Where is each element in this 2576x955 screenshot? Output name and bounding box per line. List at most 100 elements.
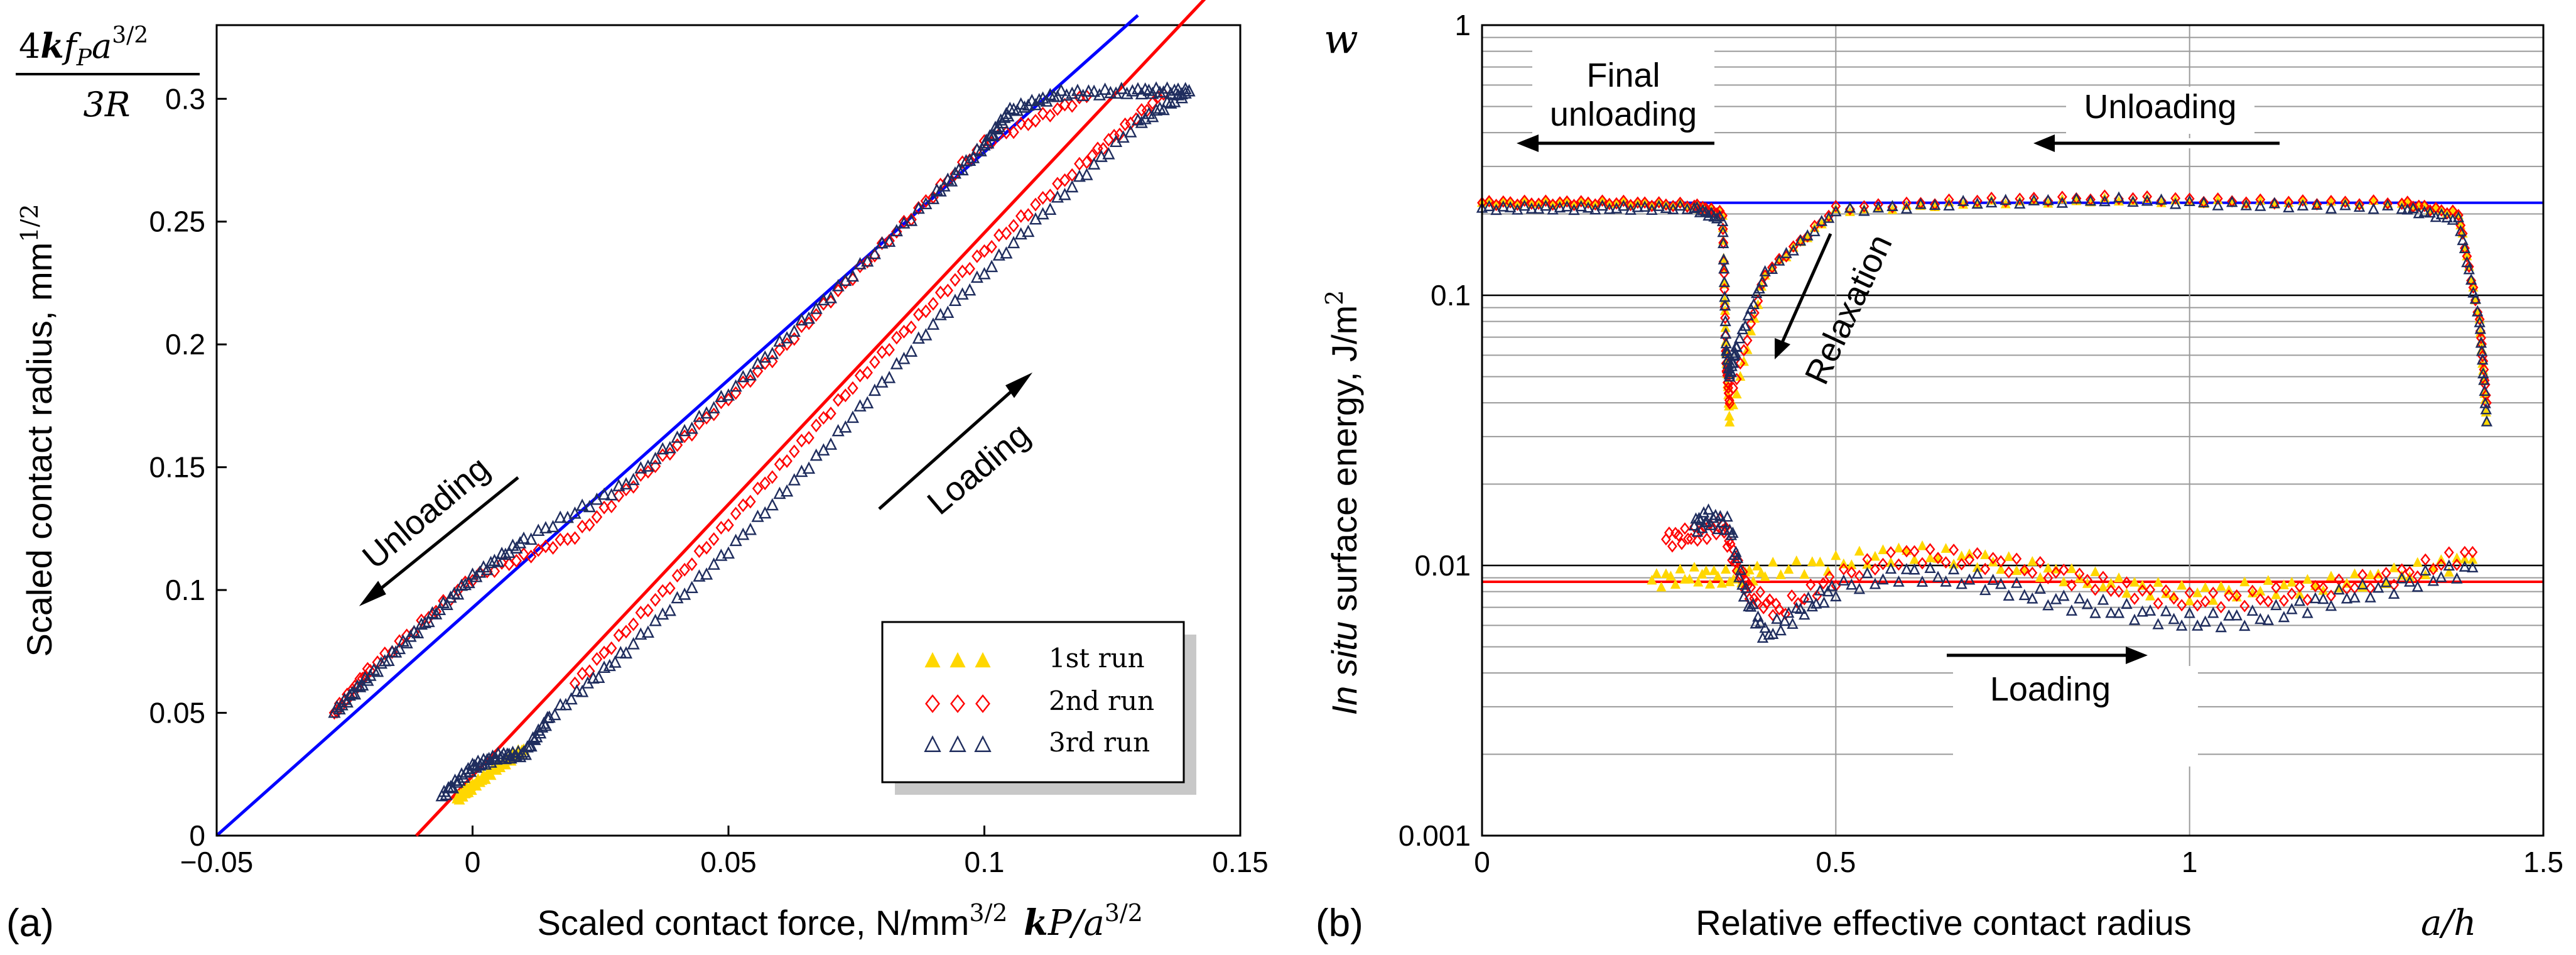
data-point-2nd-run-unloading [2128,192,2138,205]
data-point-2nd-run-loading [884,342,895,357]
data-point-2nd-run-loading [730,506,742,521]
data-point-1st-run-loading [1651,568,1662,578]
data-point-3rd-run-loading [1740,581,1752,593]
legend-marker-3rd-run [924,735,941,752]
data-point-3rd-run-loading [2121,598,2133,609]
data-point-2nd-run-unloading [1597,194,1608,207]
data-point-3rd-run-loading [559,697,573,711]
data-point-3rd-run-loading [1806,600,1818,612]
data-point-3rd-run-unloading [2478,373,2490,385]
data-point-3rd-run-unloading [561,510,574,523]
data-point-1st-run-loading [1940,543,1951,553]
legend-marker-1st-run [950,652,966,668]
data-point-3rd-run-loading [2372,581,2384,593]
data-point-3rd-run-loading [985,259,998,273]
data-point-3rd-run-unloading [897,216,911,229]
data-point-3rd-run-loading [992,248,1005,261]
y-tick-label-b: 0.01 [1414,549,1471,582]
data-point-3rd-run-loading [685,581,698,594]
data-point-3rd-run-unloading [1957,195,1969,206]
data-point-3rd-run-unloading [1532,202,1545,214]
data-point-2nd-run-loading [810,418,822,433]
data-point-3rd-run-loading [2254,613,2266,625]
data-point-1st-run-loading [1893,542,1904,553]
data-point-3rd-run-unloading [1504,201,1517,212]
data-point-3rd-run-unloading [1540,199,1552,211]
data-point-3rd-run-loading [926,317,940,330]
data-point-2nd-run-loading [2153,597,2163,610]
data-point-3rd-run-loading [2317,592,2329,604]
data-point-3rd-run-loading [707,557,720,570]
data-point-2nd-run-unloading [1753,295,1763,308]
data-point-2nd-run-unloading [1534,197,1544,210]
data-point-3rd-run-unloading [960,154,973,166]
data-point-3rd-run-unloading [974,144,987,156]
data-point-3rd-run-unloading [568,506,582,519]
data-point-3rd-run-loading [2034,582,2046,594]
x-symbol-exp: 3/2 [1105,899,1143,927]
data-point-2nd-run-loading [2467,545,2478,559]
data-point-3rd-run-unloading [2000,194,2011,205]
data-point-3rd-run-unloading [722,388,735,401]
data-point-3rd-run-unloading [480,562,494,576]
data-point-2nd-run-unloading [1491,199,1502,212]
data-point-2nd-run-loading [1030,197,1041,212]
data-point-3rd-run-loading [1157,102,1170,116]
panel-a-y-axis-exponent: 1/2 [16,204,43,243]
data-point-2nd-run-unloading [862,254,873,269]
data-point-2nd-run-unloading [2028,192,2039,204]
data-point-3rd-run-loading [627,637,640,650]
data-point-3rd-run-unloading [1153,85,1166,98]
data-point-3rd-run-unloading [1071,84,1085,96]
data-point-3rd-run-loading [1837,574,1850,586]
data-point-2nd-run-unloading [1512,198,1523,211]
data-point-3rd-run-loading [1733,570,1745,582]
data-point-3rd-run-unloading [1554,201,1566,213]
data-point-3rd-run-unloading [2297,199,2309,211]
data-point-2nd-run-unloading [613,489,625,503]
data-point-3rd-run-loading [1058,187,1071,200]
data-point-3rd-run-loading [1885,562,1897,574]
data-point-3rd-run-unloading [2353,200,2366,212]
data-point-3rd-run-loading [2136,605,2148,617]
data-point-3rd-run-unloading [1066,86,1079,99]
data-point-2nd-run-loading [2428,563,2438,576]
data-point-3rd-run-unloading [846,269,859,282]
data-point-2nd-run-loading [832,393,844,407]
data-point-3rd-run-unloading [809,302,823,314]
y-tick-label-b: 0.001 [1399,819,1471,852]
data-point-2nd-run-unloading [2212,192,2223,205]
data-point-3rd-run-unloading [340,695,354,708]
data-point-3rd-run-unloading [930,183,943,196]
data-point-2nd-run-unloading [789,332,800,346]
data-point-3rd-run-unloading [656,442,669,455]
data-point-2nd-run-loading [598,645,610,660]
data-point-2nd-run-unloading [2468,281,2479,294]
data-point-2nd-run-unloading [1972,194,1983,207]
panel-b: Final unloading Unloading Relaxation Loa… [1316,9,2563,945]
data-point-1st-run-loading [2130,577,2140,587]
legend-label-2nd-run: 2nd run [1049,685,1154,716]
data-point-3rd-run-loading [963,283,977,296]
data-point-3rd-run-unloading [466,567,479,580]
data-point-2nd-run-loading [2452,558,2462,571]
legend-label-1st-run: 1st run [1049,643,1145,674]
data-point-2nd-run-loading [950,273,961,287]
data-point-1st-run-loading [2200,582,2211,592]
data-point-2nd-run-unloading [605,499,617,513]
legend-marker-2nd-run [950,694,965,713]
data-point-2nd-run-unloading [1660,198,1671,211]
data-point-3rd-run-unloading [2381,199,2394,210]
data-point-3rd-run-unloading [514,536,527,548]
data-point-2nd-run-unloading [701,411,712,425]
data-point-3rd-run-unloading [1660,202,1672,214]
data-point-3rd-run-loading [1754,616,1767,628]
data-point-2nd-run-unloading [1569,199,1579,212]
data-point-2nd-run-loading [1893,558,1904,571]
data-point-3rd-run-loading [1814,584,1826,596]
panel-b-y-axis-text: surface energy, J/m [1324,305,1364,621]
data-point-2nd-run-unloading [1632,196,1643,209]
data-point-2nd-run-loading [2121,576,2132,589]
data-point-3rd-run-unloading [333,702,346,715]
data-point-2nd-run-loading [2177,599,2187,612]
